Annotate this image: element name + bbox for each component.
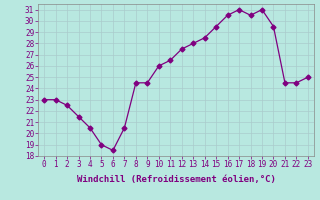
X-axis label: Windchill (Refroidissement éolien,°C): Windchill (Refroidissement éolien,°C) — [76, 175, 276, 184]
